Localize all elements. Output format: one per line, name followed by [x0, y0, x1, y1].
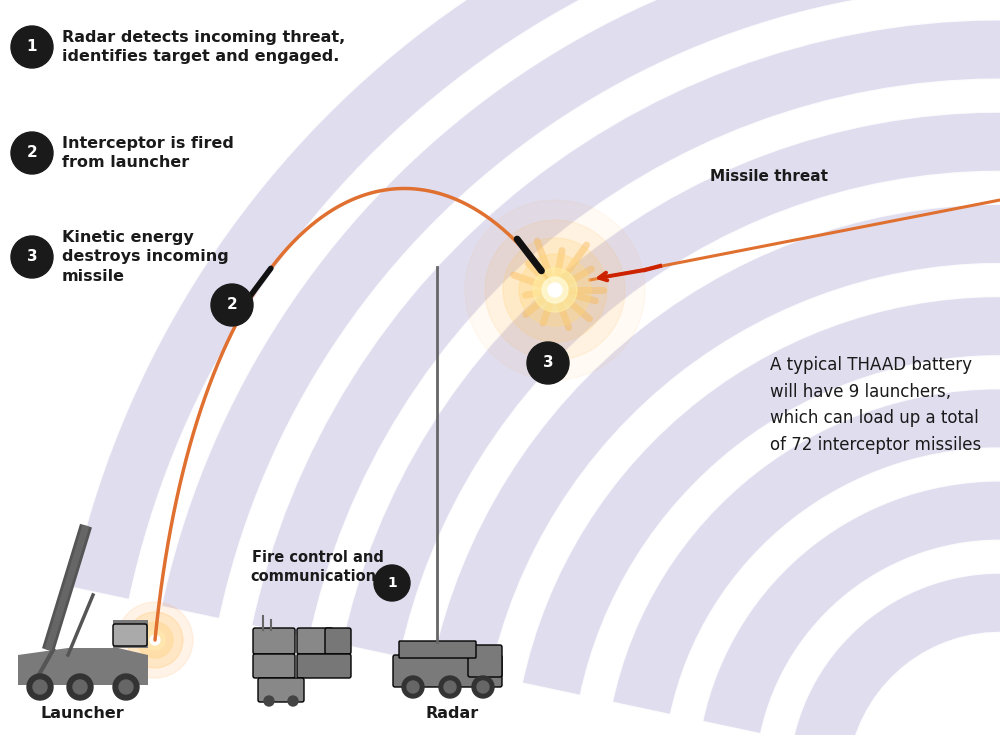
- Circle shape: [407, 681, 419, 693]
- Text: 2: 2: [27, 146, 37, 160]
- Text: Kinetic energy
destroys incoming
missile: Kinetic energy destroys incoming missile: [62, 230, 229, 284]
- Circle shape: [527, 342, 569, 384]
- Text: A typical THAAD battery
will have 9 launchers,
which can load up a total
of 72 i: A typical THAAD battery will have 9 laun…: [770, 356, 981, 453]
- Text: 2: 2: [227, 298, 237, 312]
- Wedge shape: [522, 296, 1000, 696]
- FancyBboxPatch shape: [325, 628, 351, 654]
- Circle shape: [73, 680, 87, 694]
- Wedge shape: [702, 481, 1000, 734]
- Circle shape: [444, 681, 456, 693]
- Circle shape: [11, 26, 53, 68]
- FancyBboxPatch shape: [258, 678, 304, 702]
- FancyBboxPatch shape: [297, 628, 333, 654]
- Circle shape: [113, 674, 139, 700]
- Circle shape: [137, 622, 173, 658]
- Circle shape: [127, 612, 183, 668]
- Circle shape: [465, 200, 645, 380]
- Circle shape: [117, 602, 193, 678]
- Circle shape: [145, 630, 165, 650]
- Text: Interceptor is fired
from launcher: Interceptor is fired from launcher: [62, 135, 234, 171]
- Circle shape: [264, 696, 274, 706]
- Circle shape: [11, 236, 53, 278]
- Circle shape: [477, 681, 489, 693]
- Wedge shape: [71, 0, 1000, 600]
- Polygon shape: [113, 620, 148, 648]
- Polygon shape: [18, 648, 148, 685]
- FancyBboxPatch shape: [253, 628, 295, 654]
- FancyBboxPatch shape: [253, 654, 295, 678]
- Wedge shape: [251, 19, 1000, 638]
- Wedge shape: [612, 388, 1000, 715]
- Wedge shape: [341, 112, 1000, 658]
- Circle shape: [288, 696, 298, 706]
- Text: Fire control and
communications: Fire control and communications: [251, 550, 385, 584]
- Circle shape: [67, 674, 93, 700]
- FancyBboxPatch shape: [113, 624, 147, 646]
- Circle shape: [119, 680, 133, 694]
- Circle shape: [519, 254, 591, 326]
- Circle shape: [150, 635, 160, 645]
- Text: 1: 1: [387, 576, 397, 590]
- FancyBboxPatch shape: [468, 645, 502, 677]
- Circle shape: [439, 676, 461, 698]
- Circle shape: [11, 132, 53, 174]
- FancyBboxPatch shape: [297, 654, 351, 678]
- Wedge shape: [432, 204, 1000, 677]
- Circle shape: [374, 565, 410, 601]
- Text: Radar: Radar: [425, 706, 479, 720]
- Text: Radar detects incoming threat,
identifies target and engaged.: Radar detects incoming threat, identifie…: [62, 29, 345, 65]
- Text: 1: 1: [27, 40, 37, 54]
- Circle shape: [402, 676, 424, 698]
- Circle shape: [33, 680, 47, 694]
- Text: 3: 3: [27, 249, 37, 265]
- Wedge shape: [161, 0, 1000, 619]
- FancyBboxPatch shape: [399, 641, 476, 658]
- Circle shape: [542, 277, 568, 303]
- Circle shape: [27, 674, 53, 700]
- Text: Missile threat: Missile threat: [710, 170, 828, 184]
- Wedge shape: [792, 573, 1000, 735]
- Circle shape: [548, 283, 562, 297]
- Circle shape: [503, 238, 607, 342]
- Circle shape: [472, 676, 494, 698]
- Circle shape: [533, 268, 577, 312]
- Text: Launcher: Launcher: [40, 706, 124, 720]
- Text: 3: 3: [543, 356, 553, 370]
- Circle shape: [211, 284, 253, 326]
- Circle shape: [485, 220, 625, 360]
- FancyBboxPatch shape: [393, 655, 502, 687]
